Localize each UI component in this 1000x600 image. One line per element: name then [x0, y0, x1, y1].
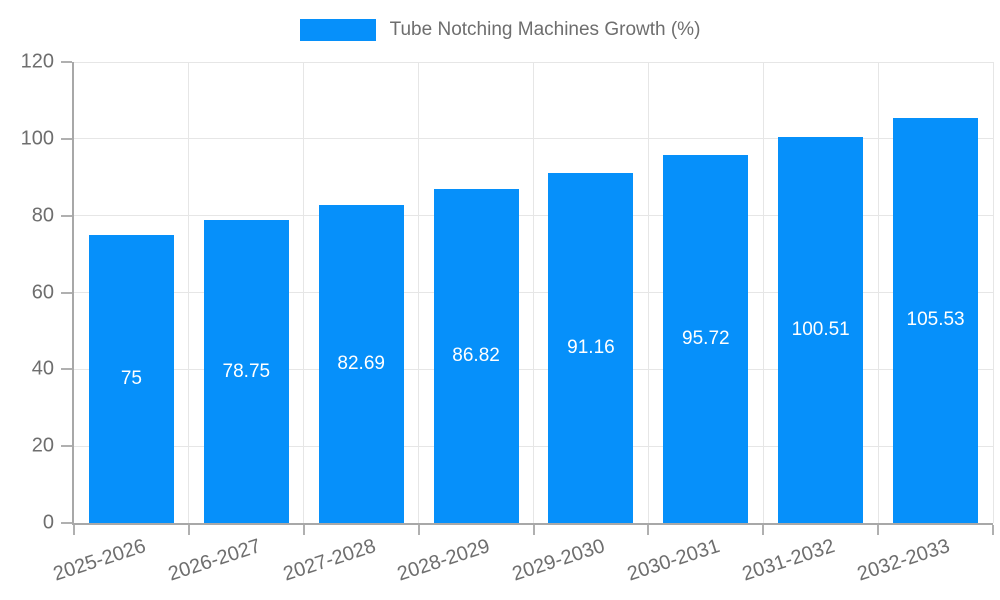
x-tick-1 [187, 525, 190, 535]
y-tick-120 [61, 61, 72, 63]
y-tick-40 [61, 368, 72, 371]
bar-2026-2027[interactable]: 78.75 [203, 220, 289, 523]
bar-2025-2026[interactable]: 75 [88, 234, 174, 523]
bar-2028-2029[interactable]: 86.82 [433, 189, 519, 523]
bar-value-label: 105.53 [906, 309, 965, 331]
x-tick-label-2030-2031: 2030-2031 [624, 535, 723, 586]
legend[interactable]: Tube Notching Machines Growth (%) [0, 19, 1000, 41]
x-tick-0 [73, 525, 75, 535]
gridline-x-7 [877, 62, 879, 523]
bar-value-label: 100.51 [791, 318, 850, 340]
y-tick-60 [61, 291, 72, 294]
bar-2032-2033[interactable]: 105.53 [893, 117, 979, 523]
gridline-x-8 [992, 62, 994, 523]
gridline-x-4 [533, 62, 534, 523]
gridline-x-6 [762, 62, 764, 523]
x-tick-3 [417, 525, 420, 535]
y-tick-80 [61, 214, 72, 217]
bar-value-label: 95.72 [682, 328, 730, 350]
gridline-x-1 [188, 62, 190, 523]
bar-value-label: 86.82 [452, 345, 500, 367]
bar-2031-2032[interactable]: 100.51 [778, 136, 864, 523]
legend-swatch [299, 19, 376, 41]
bar-2027-2028[interactable]: 82.69 [318, 205, 404, 523]
y-tick-label-0: 0 [42, 511, 54, 534]
bar-value-label: 78.75 [222, 360, 271, 382]
y-tick-100 [61, 137, 72, 140]
y-tick-0 [61, 522, 72, 524]
y-axis-line [72, 62, 74, 523]
x-tick-6 [762, 525, 765, 535]
bar-value-label: 91.16 [567, 336, 615, 358]
gridline-x-2 [303, 62, 305, 523]
y-tick-label-80: 80 [31, 204, 54, 227]
x-tick-label-2025-2026: 2025-2026 [50, 535, 149, 586]
x-tick-label-2028-2029: 2028-2029 [395, 535, 493, 586]
gridline-x-3 [418, 62, 420, 523]
legend-label: Tube Notching Machines Growth (%) [389, 19, 701, 40]
x-tick-7 [877, 525, 880, 535]
y-tick-label-120: 120 [20, 50, 54, 73]
x-tick-label-2029-2030: 2029-2030 [509, 535, 608, 586]
x-tick-5 [647, 525, 650, 535]
x-tick-4 [532, 525, 535, 535]
x-tick-label-2027-2028: 2027-2028 [280, 535, 378, 586]
x-tick-8 [992, 525, 994, 535]
y-tick-20 [61, 445, 72, 448]
bar-value-label: 75 [120, 367, 142, 389]
x-tick-label-2031-2032: 2031-2032 [739, 535, 838, 586]
y-tick-label-40: 40 [31, 357, 54, 380]
bar-2029-2030[interactable]: 91.16 [548, 172, 634, 523]
bar-2030-2031[interactable]: 95.72 [663, 155, 749, 523]
x-axis-line [72, 523, 993, 525]
y-tick-label-100: 100 [20, 127, 54, 150]
plot-area: 0 20 40 60 80 100 120 75 2025-2026 78.75 2026-2027… [21, 51, 994, 585]
x-tick-label-2026-2027: 2026-2027 [165, 535, 264, 586]
x-tick-2 [302, 525, 305, 535]
y-tick-label-60: 60 [31, 281, 54, 303]
x-tick-label-2032-2033: 2032-2033 [854, 535, 953, 586]
gridline-x-5 [647, 62, 649, 523]
bar-value-label: 82.69 [337, 353, 385, 375]
y-tick-label-20: 20 [31, 434, 54, 457]
